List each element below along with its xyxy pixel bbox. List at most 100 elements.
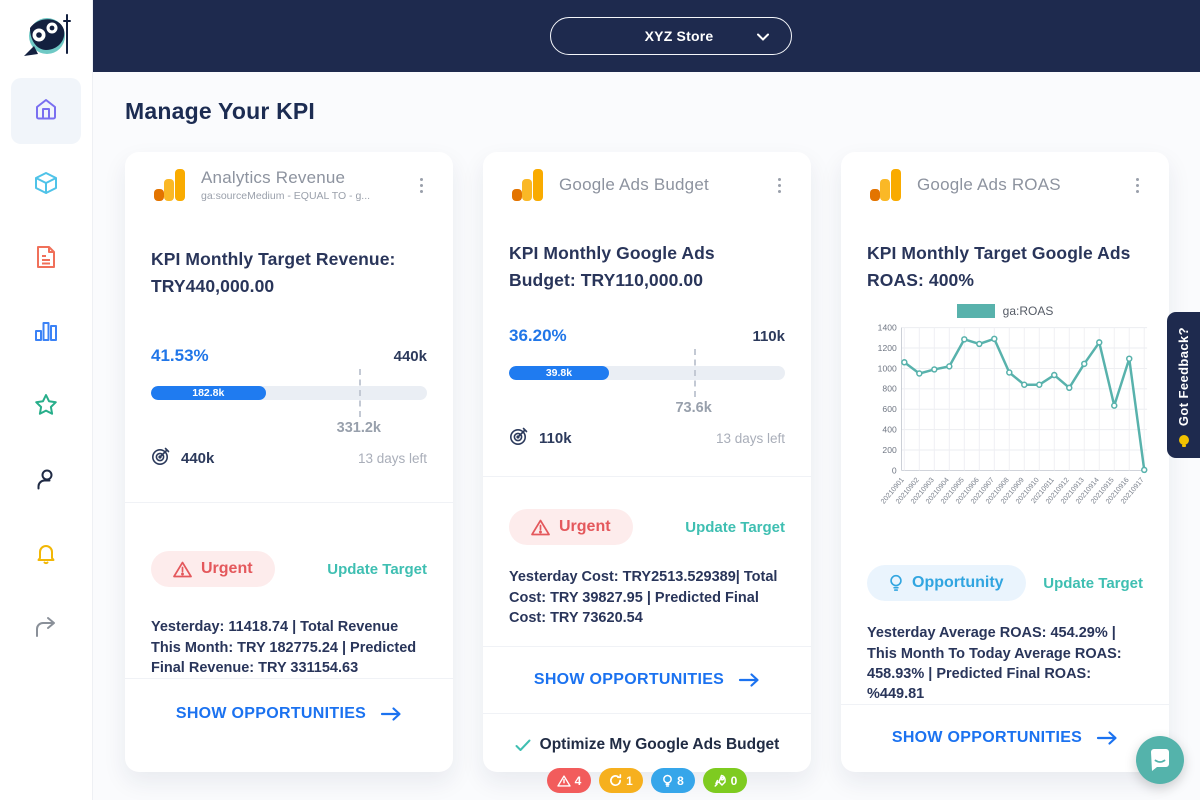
optimize-row[interactable]: Optimize My Google Ads Budget [509,736,785,754]
got-feedback-tab[interactable]: Got Feedback? [1167,312,1200,458]
legend-swatch [956,304,995,319]
opportunity-label: Opportunity [912,574,1004,592]
progress-block: 41.53% 440k 182.8k 331.2k [151,346,427,470]
divider [841,704,1169,706]
svg-text:1200: 1200 [878,343,897,353]
svg-text:1400: 1400 [878,323,897,333]
progress-fill-label: 182.8k [192,387,225,400]
badge-pending[interactable]: 1 [599,768,643,794]
sidebar-item-favorites[interactable] [11,374,81,440]
sidebar-item-analytics[interactable] [11,300,81,366]
sidebar-item-share[interactable] [11,596,81,662]
divider [125,678,453,680]
sidebar-item-notifications[interactable] [11,522,81,588]
bell-icon [32,539,60,572]
card-subtitle: ga:sourceMedium - EQUAL TO - g... [201,190,371,202]
target-value: 110k [539,429,572,447]
chat-launcher[interactable] [1136,736,1184,784]
brand-logo[interactable] [14,6,78,70]
kpi-label: KPI Monthly Target Revenue: [151,249,396,269]
days-left: 13 days left [357,450,427,466]
divider [483,646,811,648]
badges-row: 4 1 8 0 [509,768,785,794]
rocket-icon [714,774,726,787]
progress-fill: 182.8k [151,386,266,401]
share-arrow-icon [31,613,61,646]
kpi-value: TRY110,000.00 [580,270,704,291]
got-feedback-label: Got Feedback? [1176,326,1191,426]
roas-chart-area: ga:ROAS 0 200 400 600 800 1000 1200 1400 2021090… [867,304,1148,563]
sidebar-item-reports[interactable] [11,226,81,292]
svg-text:0: 0 [892,466,897,476]
sidebar-item-home[interactable] [11,78,81,144]
star-icon [32,391,60,424]
card-titles: Analytics Revenue ga:sourceMedium - EQUA… [201,168,404,202]
kpi-value: 400% [928,270,975,291]
kpi-card-google-ads-roas: Google Ads ROAS KPI Monthly Target Googl… [841,152,1169,772]
sidebar-item-products[interactable] [11,152,81,218]
bulb-icon [663,774,673,787]
urgent-button[interactable]: Urgent [151,551,275,588]
kpi-target-text: KPI Monthly Target Revenue: TRY440,000.0… [151,246,427,300]
progress-percent: 41.53% [151,346,209,366]
chat-bubble-icon [1151,749,1169,771]
progress-max: 440k [393,348,427,366]
divider [483,476,811,478]
warning-icon [531,519,550,536]
svg-text:200: 200 [882,445,897,455]
divider [125,502,453,504]
card-header: Analytics Revenue ga:sourceMedium - EQUA… [151,166,427,204]
show-opportunities-label: SHOW OPPORTUNITIES [533,671,725,689]
show-opportunities-button[interactable]: SHOW OPPORTUNITIES [151,705,427,723]
warning-icon [173,561,192,578]
check-icon [515,739,531,751]
update-target-link[interactable]: Update Target [327,560,427,578]
show-opportunities-button[interactable]: SHOW OPPORTUNITIES [509,671,785,689]
opportunity-button[interactable]: Opportunity [867,565,1026,602]
card-header: Google Ads ROAS [867,166,1143,204]
prediction-marker [693,349,696,398]
kpi-card-analytics-revenue: Analytics Revenue ga:sourceMedium - EQUA… [125,152,453,772]
google-analytics-icon [867,166,905,204]
status-row: Urgent Update Target [509,509,785,546]
target-value: 440k [181,449,215,467]
arrow-right-icon [1097,731,1117,746]
topbar: XYZ Store [93,0,1200,72]
update-target-link[interactable]: Update Target [1043,574,1143,592]
badge-done[interactable]: 0 [703,768,747,794]
update-target-link[interactable]: Update Target [685,518,785,536]
progress-block: 36.20% 110k 39.8k 73.6k [509,326,785,450]
kebab-menu-icon[interactable] [1132,174,1143,197]
card-header: Google Ads Budget [509,166,785,204]
svg-text:600: 600 [882,404,897,414]
sidebar [0,0,93,800]
chevron-down-icon [757,33,769,41]
svg-text:1000: 1000 [878,364,897,374]
badge-urgent[interactable]: 4 [547,768,591,794]
arrow-right-icon [739,673,759,687]
kpi-summary: Yesterday Average ROAS: 454.29% | This M… [867,625,1122,703]
badge-count: 8 [677,773,684,788]
kebab-menu-icon[interactable] [416,174,427,197]
arrow-right-icon [381,707,401,721]
sidebar-item-account[interactable] [11,448,81,514]
svg-text:800: 800 [882,384,897,394]
badge-opportunity[interactable]: 8 [651,768,695,794]
prediction-marker [358,369,361,418]
kebab-menu-icon[interactable] [774,174,785,197]
store-selector[interactable]: XYZ Store [550,17,792,55]
optimize-label: Optimize My Google Ads Budget [539,736,780,754]
card-title: Google Ads ROAS [917,175,1061,194]
show-opportunities-label: SHOW OPPORTUNITIES [891,729,1083,747]
status-row: Urgent Update Target [151,551,427,588]
urgent-button[interactable]: Urgent [509,509,633,546]
show-opportunities-button[interactable]: SHOW OPPORTUNITIES [867,729,1143,747]
bulb-icon [890,575,902,592]
page-title: Manage Your KPI [125,98,316,124]
bulb-icon [1178,435,1189,447]
target-icon [509,426,529,450]
target-icon [151,446,171,470]
home-icon [32,95,60,128]
legend-label: ga:ROAS [1002,304,1054,319]
days-left: 13 days left [715,430,785,446]
